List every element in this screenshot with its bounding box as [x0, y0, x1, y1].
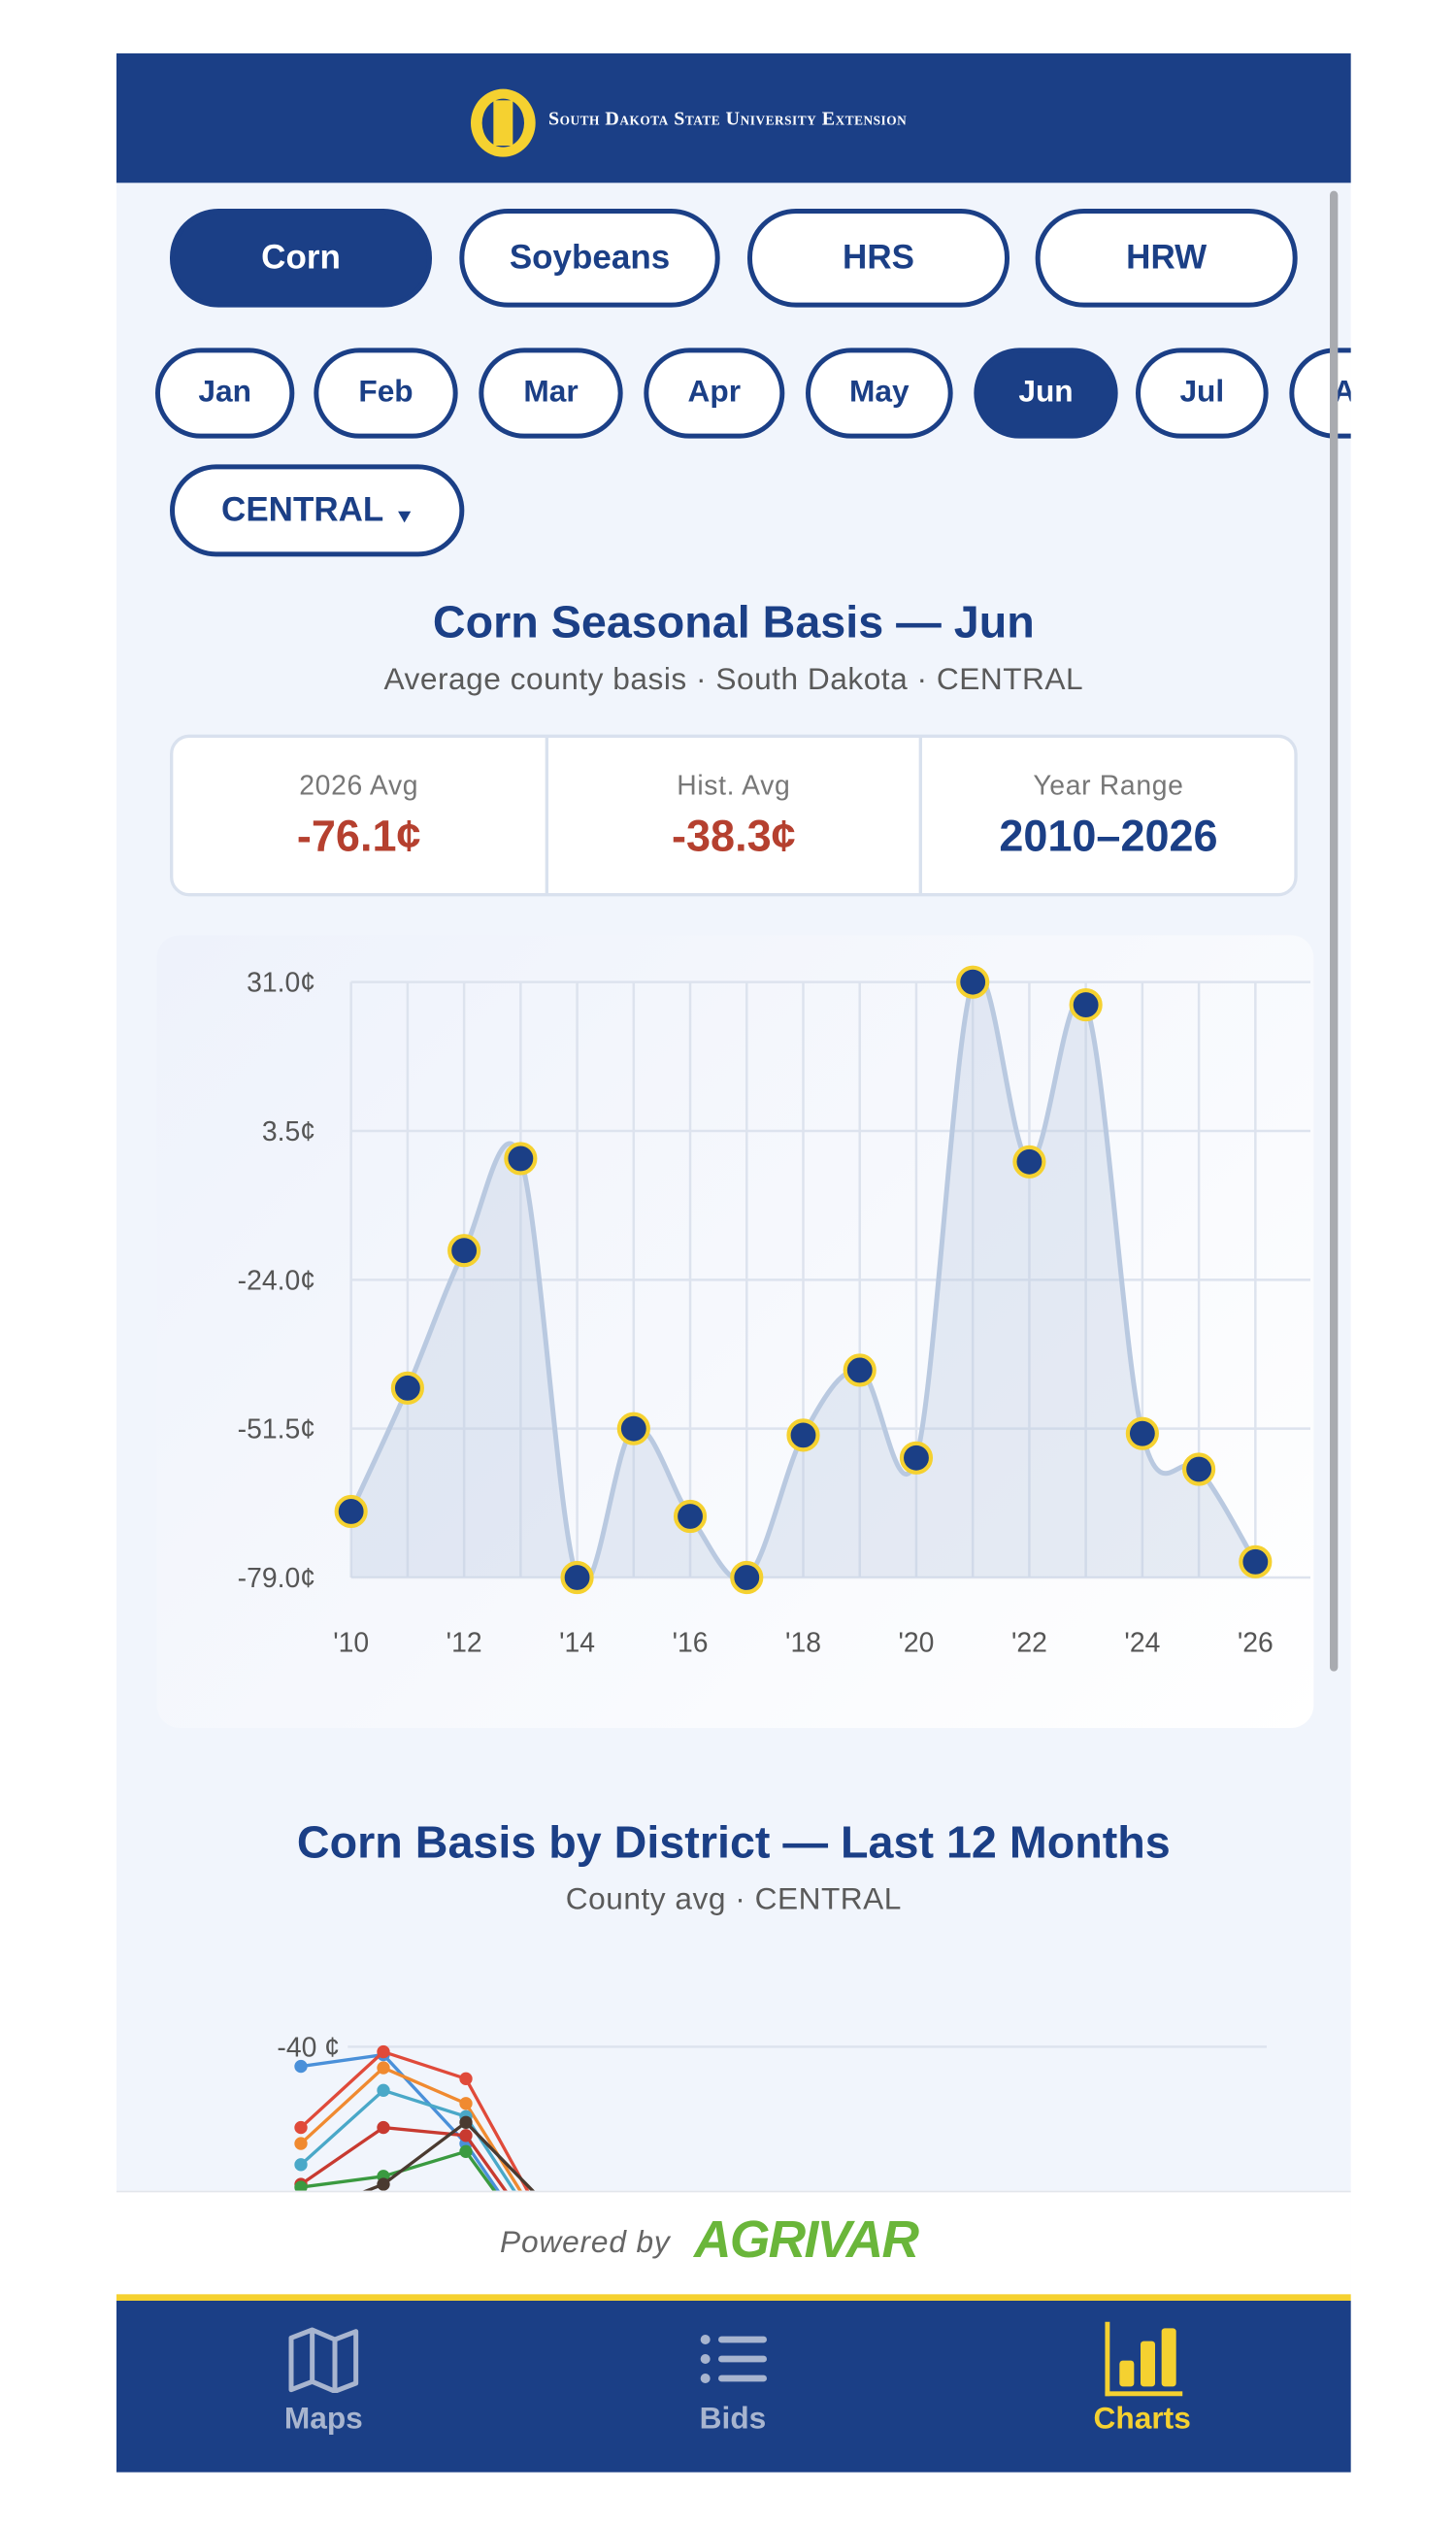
chart-subtitle: Average county basis · South Dakota · CE…	[383, 663, 1084, 698]
logo-emblem	[471, 88, 536, 157]
data-point	[786, 1418, 820, 1452]
x-tick-label: '26	[1238, 1628, 1274, 1659]
scrollbar	[1330, 190, 1339, 1672]
month-tab[interactable]: Aug	[1289, 348, 1351, 439]
data-point	[673, 1499, 708, 1534]
y-tick-label: 31.0¢	[247, 968, 315, 999]
data-point	[1012, 1145, 1046, 1179]
district-select[interactable]: CENTRAL	[170, 464, 465, 557]
maps-icon[interactable]	[288, 2325, 359, 2393]
x-tick-label: '16	[673, 1628, 709, 1659]
data-point	[1069, 988, 1103, 1022]
crop-tab[interactable]: Corn	[170, 209, 433, 308]
data-point	[294, 2137, 308, 2150]
stat-value: -76.1¢	[296, 812, 421, 861]
x-tick-label: '20	[898, 1628, 934, 1659]
data-point	[1182, 1452, 1216, 1486]
charts-icon[interactable]	[1105, 2321, 1183, 2397]
data-point	[616, 1411, 650, 1445]
stats-card: 2026 Avg -76.1¢ Hist. Avg -38.3¢ Year Range 2…	[170, 734, 1298, 897]
stat-value: -38.3¢	[672, 812, 796, 861]
nav-label[interactable]: Maps	[283, 2403, 363, 2437]
data-point	[730, 1560, 764, 1595]
month-tab[interactable]: Jul	[1136, 348, 1269, 439]
data-point	[560, 1560, 594, 1595]
data-point	[459, 2144, 473, 2159]
data-point	[1125, 1416, 1159, 1450]
data-point	[390, 1371, 424, 1405]
nav-accent	[116, 2294, 1351, 2301]
y-tick-label: 3.5¢	[262, 1116, 315, 1147]
district-label: CENTRAL	[221, 490, 384, 529]
data-point	[956, 965, 990, 999]
data-point	[1239, 1544, 1273, 1578]
chart-title: Corn Seasonal Basis — Jun	[432, 597, 1035, 648]
stat-label: Hist. Avg	[677, 770, 791, 802]
stat-label: 2026 Avg	[299, 770, 419, 802]
x-tick-label: '18	[785, 1628, 821, 1659]
month-tab[interactable]: Jan	[155, 348, 295, 439]
data-point	[377, 2083, 390, 2097]
crop-tab[interactable]: HRS	[747, 209, 1009, 308]
data-point	[459, 2115, 473, 2130]
footer	[116, 2190, 1351, 2296]
data-point	[377, 2120, 390, 2135]
stat: Hist. Avg -38.3¢	[545, 738, 919, 894]
data-point	[459, 2129, 473, 2142]
x-tick-label: '22	[1011, 1628, 1047, 1659]
crop-tab[interactable]: Soybeans	[459, 209, 720, 308]
month-tab[interactable]: Apr	[644, 348, 785, 439]
stat: Year Range 2010–2026	[919, 738, 1294, 894]
y-tick-label: -24.0¢	[238, 1265, 315, 1296]
stat-label: Year Range	[1033, 770, 1184, 802]
month-tab[interactable]: Mar	[479, 348, 623, 439]
y-tick-label: -40 ¢	[277, 2032, 340, 2063]
crop-tab[interactable]: HRW	[1035, 209, 1298, 308]
area	[350, 975, 1256, 1585]
x-tick-label: '14	[559, 1628, 595, 1659]
agrivar-logo[interactable]: AGRIVAR	[694, 2209, 919, 2269]
data-point	[294, 2158, 308, 2172]
data-point	[294, 2059, 308, 2074]
stat: 2026 Avg -76.1¢	[173, 738, 545, 893]
nav-label[interactable]: Charts	[1093, 2403, 1191, 2437]
month-tab[interactable]: Jun	[974, 348, 1118, 439]
brand-text: South Dakota State University Extension	[548, 107, 908, 130]
nav-label[interactable]: Bids	[699, 2403, 767, 2437]
data-point	[377, 2044, 390, 2059]
x-tick-label: '10	[333, 1628, 369, 1659]
data-point	[377, 2061, 390, 2075]
data-point	[377, 2177, 390, 2191]
data-point	[843, 1353, 877, 1387]
bids-icon[interactable]	[699, 2333, 770, 2384]
series-line	[299, 2049, 550, 2230]
y-tick-label: -51.5¢	[238, 1414, 315, 1445]
data-point	[334, 1494, 368, 1529]
x-tick-label: '24	[1124, 1628, 1160, 1659]
chart-subtitle: County avg · CENTRAL	[565, 1883, 902, 1918]
stat-value: 2010–2026	[999, 812, 1218, 861]
y-tick-label: -79.0¢	[238, 1563, 315, 1594]
data-point	[459, 2072, 473, 2086]
x-tick-label: '12	[447, 1628, 482, 1659]
data-point	[294, 2180, 308, 2194]
month-tab[interactable]: May	[806, 348, 953, 439]
data-point	[899, 1441, 934, 1475]
data-point	[459, 2097, 473, 2110]
powered-by: Powered by	[500, 2226, 671, 2261]
data-point	[447, 1234, 481, 1268]
header-bar	[116, 53, 1351, 183]
data-point	[294, 2120, 308, 2135]
month-tab[interactable]: Feb	[314, 348, 458, 439]
data-point	[504, 1142, 538, 1176]
chart-card	[156, 935, 1314, 1729]
series-line	[299, 2066, 550, 2238]
chart-title: Corn Basis by District — Last 12 Months	[296, 1816, 1171, 1868]
dropdown-arrow	[398, 511, 412, 523]
series-line	[299, 2088, 550, 2244]
